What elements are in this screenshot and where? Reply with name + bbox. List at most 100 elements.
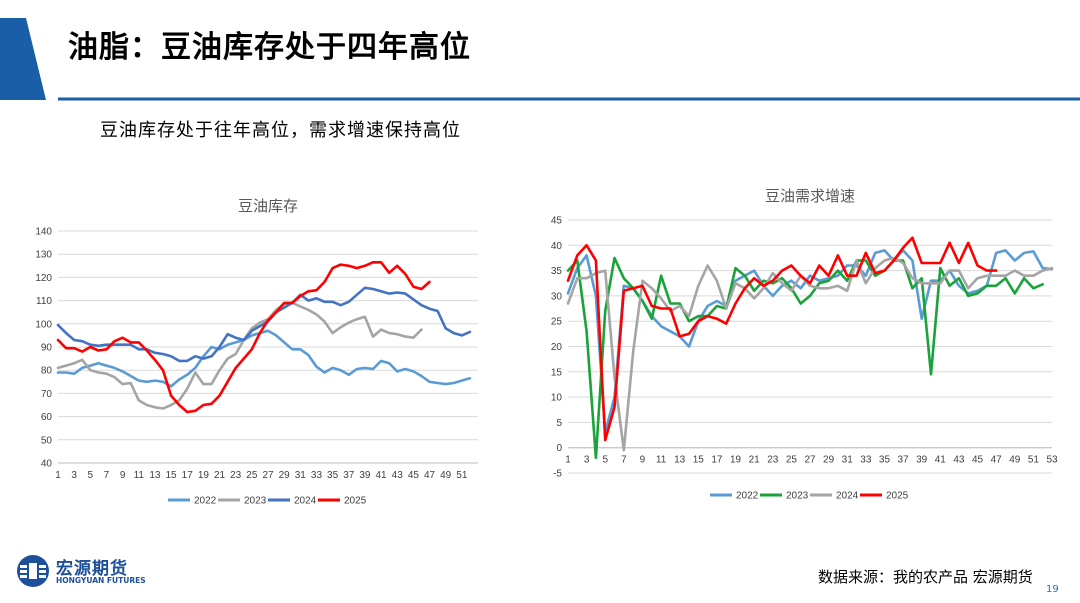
legend-label: 2022 [736,491,759,502]
x-tick-label: 1 [565,455,571,466]
y-tick-label: 0 [556,443,562,454]
y-tick-label: 45 [551,216,563,227]
x-tick-label: 13 [149,470,161,481]
x-tick-label: 5 [88,470,94,481]
series-line-2024 [56,286,472,363]
x-tick-label: 53 [1046,455,1058,466]
legend-label: 2024 [294,496,317,507]
y-tick-label: 70 [41,389,53,400]
x-tick-label: 43 [953,455,965,466]
y-tick-label: 30 [551,291,563,302]
x-tick-label: 15 [166,470,178,481]
x-tick-label: 25 [246,470,258,481]
y-tick-label: 10 [551,393,563,404]
y-tick-label: 20 [551,342,563,353]
x-tick-label: 19 [198,470,210,481]
legend-item-2024: 2024 [268,496,317,507]
company-logo: 宏源期货 HONGYUAN FUTURES [16,554,156,588]
x-tick-label: 17 [711,455,723,466]
x-tick-label: 47 [424,470,436,481]
x-tick-label: 7 [621,455,627,466]
corner-accent [0,18,46,100]
x-tick-label: 27 [262,470,274,481]
x-tick-label: 39 [359,470,371,481]
x-tick-label: 1 [55,470,61,481]
x-tick-label: 51 [456,470,468,481]
x-tick-label: 3 [71,470,77,481]
series-line-2023 [566,256,1045,460]
y-tick-label: 60 [41,412,53,423]
legend-label: 2025 [886,491,909,502]
y-tick-label: 100 [36,319,52,330]
x-tick-label: 43 [392,470,404,481]
logo-name-cn: 宏源期货 [56,559,128,579]
y-tick-label: 5 [556,418,562,429]
x-tick-label: 45 [408,470,420,481]
data-source-note: 数据来源：我的农产品 宏源期货 [818,568,1033,586]
series-line-2023 [56,301,423,410]
y-tick-label: 25 [551,317,563,328]
x-tick-label: 33 [860,455,872,466]
y-tick-label: 110 [36,296,52,307]
x-tick-label: 27 [804,455,816,466]
series-line-2024 [566,256,1054,452]
y-tick-label: 50 [41,435,53,446]
y-tick-label: 120 [36,273,52,284]
y-tick-label: -5 [553,469,562,480]
x-tick-label: 37 [898,455,910,466]
y-tick-label: 130 [36,250,52,261]
page-number: 19 [1046,584,1059,595]
x-tick-label: 41 [935,455,947,466]
legend-item-2025: 2025 [860,491,909,502]
series-line-2025 [56,261,431,414]
x-tick-label: 9 [640,455,646,466]
x-tick-label: 3 [584,455,590,466]
legend-label: 2022 [194,496,217,507]
x-tick-label: 49 [440,470,452,481]
x-tick-label: 19 [730,455,742,466]
x-tick-label: 21 [214,470,226,481]
logo-emblem-icon [17,555,49,587]
x-tick-label: 11 [134,470,145,481]
x-tick-label: 41 [376,470,388,481]
x-tick-label: 31 [842,455,854,466]
x-tick-label: 37 [343,470,355,481]
x-tick-label: 35 [879,455,891,466]
header-decoration [0,18,1080,101]
legend-label: 2023 [244,496,267,507]
legend-label: 2024 [836,491,859,502]
x-tick-label: 21 [749,455,761,466]
x-tick-label: 23 [767,455,779,466]
x-tick-label: 35 [327,470,339,481]
x-tick-label: 51 [1028,455,1040,466]
x-tick-label: 31 [295,470,307,481]
page-subtitle: 豆油库存处于往年高位，需求增速保持高位 [100,120,461,141]
legend-item-2023: 2023 [760,491,809,502]
x-tick-label: 13 [674,455,686,466]
x-tick-label: 33 [311,470,323,481]
page-title: 油脂：豆油库存处于四年高位 [68,30,471,65]
y-tick-label: 35 [551,266,563,277]
legend-item-2024: 2024 [810,491,859,502]
y-tick-label: 80 [41,366,53,377]
x-tick-label: 5 [602,455,608,466]
x-tick-label: 17 [182,470,194,481]
chart-title: 豆油需求增速 [765,188,855,205]
y-tick-label: 90 [41,343,53,354]
x-tick-label: 39 [916,455,928,466]
legend-item-2022: 2022 [168,496,217,507]
x-tick-label: 29 [279,470,291,481]
logo-name-en: HONGYUAN FUTURES [56,576,146,585]
chart-title: 豆油库存 [238,198,298,215]
x-tick-label: 7 [104,470,110,481]
y-tick-label: 140 [36,227,52,238]
y-tick-label: 40 [41,459,53,470]
x-tick-label: 47 [991,455,1003,466]
legend-item-2025: 2025 [318,496,367,507]
legend-item-2022: 2022 [710,491,759,502]
series-line-2025 [566,236,998,442]
series-line-2022 [56,329,472,388]
x-tick-label: 45 [972,455,984,466]
